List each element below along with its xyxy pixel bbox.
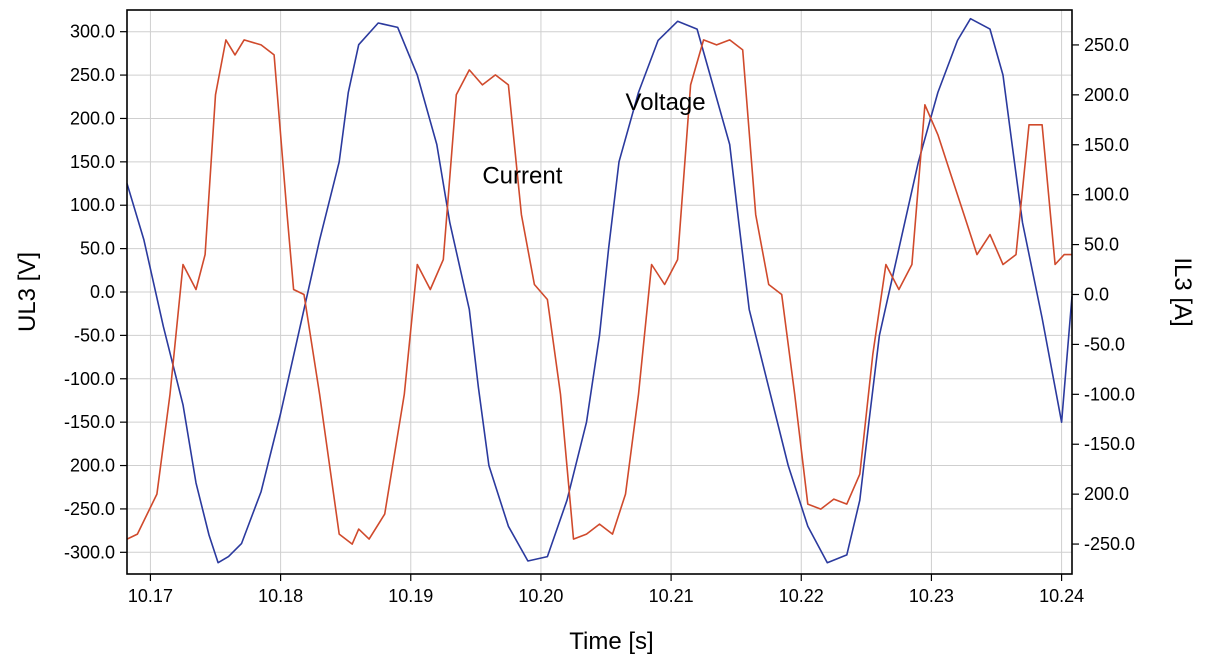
y-left-tick-label: 300.0 [70, 22, 115, 42]
x-tick-label: 10.20 [518, 586, 563, 606]
y-right-tick-label: -150.0 [1084, 434, 1135, 454]
y-left-tick-label: -300.0 [64, 542, 115, 562]
x-axis-title: Time [s] [569, 628, 653, 655]
y-axis-left-title: UL3 [V] [14, 252, 41, 332]
annotation-voltage: Voltage [626, 89, 706, 116]
y-left-tick-label: 0.0 [90, 282, 115, 302]
x-tick-label: 10.24 [1039, 586, 1084, 606]
x-tick-label: 10.21 [649, 586, 694, 606]
y-right-tick-label: 200.0 [1084, 85, 1129, 105]
y-right-tick-label: 200.0 [1084, 484, 1129, 504]
x-tick-label: 10.22 [779, 586, 824, 606]
y-left-tick-label: 100.0 [70, 195, 115, 215]
y-right-tick-label: 150.0 [1084, 135, 1129, 155]
y-left-tick-label: -250.0 [64, 499, 115, 519]
x-tick-label: 10.18 [258, 586, 303, 606]
x-axis: 10.17 10.18 10.19 10.20 10.21 10.22 10.23 10.24 [128, 574, 1084, 606]
x-tick-label: 10.17 [128, 586, 173, 606]
y-right-tick-label: 100.0 [1084, 185, 1129, 205]
y-left-tick-label: -150.0 [64, 412, 115, 432]
series-layer [126, 17, 1073, 564]
y-right-tick-label: -250.0 [1084, 534, 1135, 554]
annotation-current: Current [482, 163, 562, 190]
x-tick-label: 10.23 [909, 586, 954, 606]
y-left-tick-label: 200.0 [70, 456, 115, 476]
y-right-tick-label: -50.0 [1084, 334, 1125, 354]
y-axis-right: 250.0 200.0 150.0 100.0 50.0 0.0 -50.0 -100.0 -1… [1072, 35, 1135, 554]
y-axis-left: 300.0 250.0 200.0 150.0 100.0 50.0 0.0 -50.0 -10… [64, 22, 127, 562]
grid [127, 10, 1072, 574]
y-left-tick-label: -100.0 [64, 369, 115, 389]
y-right-tick-label: 250.0 [1084, 35, 1129, 55]
y-left-tick-label: 250.0 [70, 65, 115, 85]
y-axis-right-title: IL3 [A] [1169, 257, 1196, 326]
x-tick-label: 10.19 [388, 586, 433, 606]
y-right-tick-label: 0.0 [1084, 284, 1109, 304]
y-left-tick-label: -50.0 [74, 325, 115, 345]
y-left-tick-label: 150.0 [70, 152, 115, 172]
y-right-tick-label: -100.0 [1084, 384, 1135, 404]
y-left-tick-label: 50.0 [80, 239, 115, 259]
series-line-current [126, 39, 1072, 545]
y-right-tick-label: 50.0 [1084, 235, 1119, 255]
y-left-tick-label: 200.0 [70, 108, 115, 128]
